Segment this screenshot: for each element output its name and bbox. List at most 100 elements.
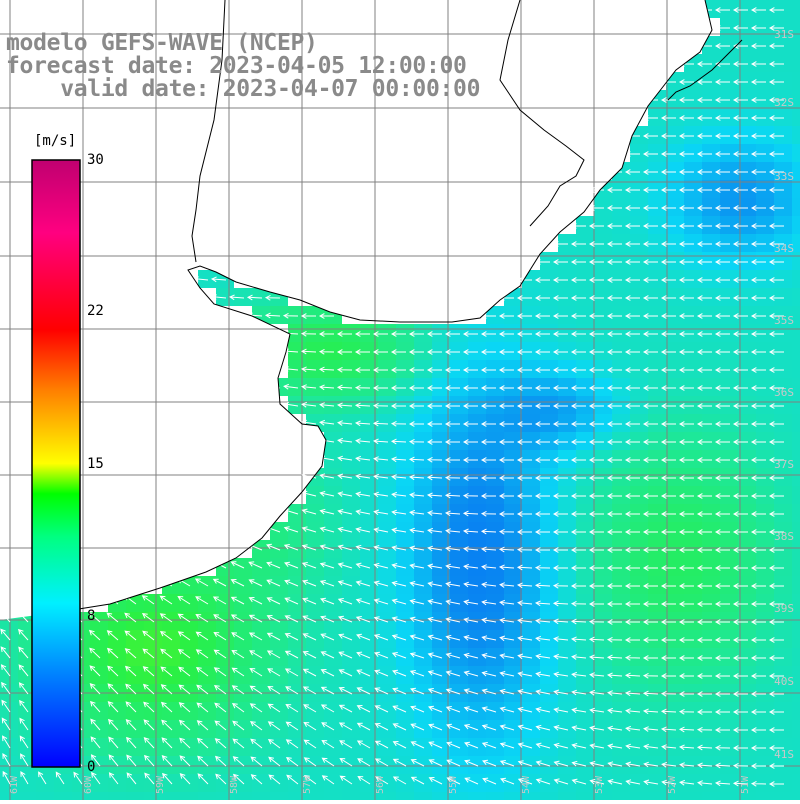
- wind-arrow: [516, 277, 532, 283]
- wind-arrow: [391, 616, 407, 623]
- wind-arrow: [642, 169, 658, 175]
- field-cell: [630, 432, 648, 450]
- wind-arrow: [214, 702, 227, 713]
- wind-arrow: [660, 331, 676, 337]
- wind-arrow: [534, 511, 550, 517]
- field-cell: [414, 792, 432, 804]
- wind-arrow: [696, 421, 712, 427]
- wind-arrow: [300, 348, 317, 355]
- field-cell: [576, 432, 594, 450]
- lon-label: 56W: [375, 775, 386, 794]
- wind-arrow: [588, 223, 604, 229]
- wind-arrow: [355, 580, 371, 587]
- field-cell: [792, 342, 800, 360]
- field-cell: [684, 558, 702, 576]
- wind-arrow: [588, 565, 604, 571]
- wind-arrow: [266, 543, 281, 551]
- field-cell: [684, 216, 702, 234]
- wind-arrow: [606, 636, 623, 643]
- wind-arrow: [338, 615, 353, 623]
- wind-arrow: [552, 457, 568, 463]
- wind-arrow: [624, 367, 640, 373]
- wind-arrow: [303, 704, 317, 713]
- wind-arrow: [374, 758, 389, 767]
- field-cell: [540, 486, 558, 504]
- field-cell: [486, 666, 504, 684]
- field-cell: [522, 504, 540, 522]
- wind-arrow: [408, 456, 425, 463]
- wind-arrow: [426, 492, 443, 499]
- wind-arrow: [285, 686, 299, 695]
- field-cell: [504, 594, 522, 612]
- field-cell: [414, 720, 432, 738]
- field-cell: [504, 360, 522, 378]
- wind-arrow: [642, 403, 658, 409]
- wind-arrow: [642, 565, 658, 571]
- wind-arrow: [768, 331, 784, 337]
- field-cell: [612, 630, 630, 648]
- field-cell: [792, 720, 800, 738]
- field-cell: [738, 198, 756, 216]
- field-cell: [324, 468, 342, 486]
- field-cell: [612, 414, 630, 432]
- field-cell: [504, 504, 522, 522]
- wind-arrow: [714, 780, 731, 787]
- wind-arrow: [481, 599, 497, 606]
- field-cell: [576, 468, 594, 486]
- wind-arrow: [624, 187, 640, 193]
- wind-arrow: [732, 439, 748, 445]
- wind-arrow: [534, 277, 550, 283]
- wind-arrow: [498, 511, 514, 517]
- wind-arrow: [696, 511, 712, 517]
- field-cell: [576, 576, 594, 594]
- wind-arrow: [732, 187, 748, 193]
- field-cell: [774, 360, 792, 378]
- wind-arrow: [516, 475, 532, 481]
- field-cell: [702, 270, 720, 288]
- wind-arrow: [732, 655, 748, 661]
- wind-arrow: [516, 493, 532, 499]
- field-cell: [594, 558, 612, 576]
- wind-arrow: [643, 726, 659, 732]
- wind-arrow: [589, 672, 605, 678]
- field-cell: [576, 414, 594, 432]
- wind-arrow: [732, 133, 748, 139]
- field-cell: [540, 396, 558, 414]
- field-cell: [756, 306, 774, 324]
- wind-arrow: [750, 421, 766, 427]
- wind-arrow: [517, 689, 533, 695]
- field-cell: [504, 738, 522, 756]
- wind-arrow: [732, 97, 748, 103]
- field-cell: [450, 522, 468, 540]
- wind-arrow: [284, 597, 299, 605]
- wind-arrow: [642, 672, 659, 679]
- field-cell: [378, 468, 396, 486]
- wind-arrow: [696, 439, 712, 445]
- wind-arrow: [678, 367, 694, 373]
- field-cell: [756, 198, 774, 216]
- wind-arrow: [678, 403, 694, 409]
- field-cell: [594, 468, 612, 486]
- wind-arrow: [552, 349, 568, 355]
- wind-arrow: [624, 331, 640, 337]
- wind-arrow: [571, 760, 587, 767]
- wind-arrow: [660, 726, 677, 733]
- wind-arrow: [750, 583, 766, 589]
- field-cell: [756, 702, 774, 720]
- wind-arrow: [391, 598, 407, 605]
- wind-arrow: [355, 438, 371, 444]
- field-cell: [450, 468, 468, 486]
- wind-arrow: [427, 545, 443, 552]
- wind-arrow: [606, 331, 622, 337]
- wind-arrow: [750, 403, 766, 409]
- wind-arrow: [500, 777, 515, 785]
- field-cell: [414, 468, 432, 486]
- wind-arrow: [750, 547, 766, 553]
- wind-arrow: [445, 528, 461, 534]
- field-cell: [792, 306, 800, 324]
- wind-arrow: [606, 241, 622, 247]
- field-cell: [630, 594, 648, 612]
- field-cell: [324, 414, 342, 432]
- wind-arrow: [732, 403, 748, 409]
- wind-arrow: [1, 681, 11, 695]
